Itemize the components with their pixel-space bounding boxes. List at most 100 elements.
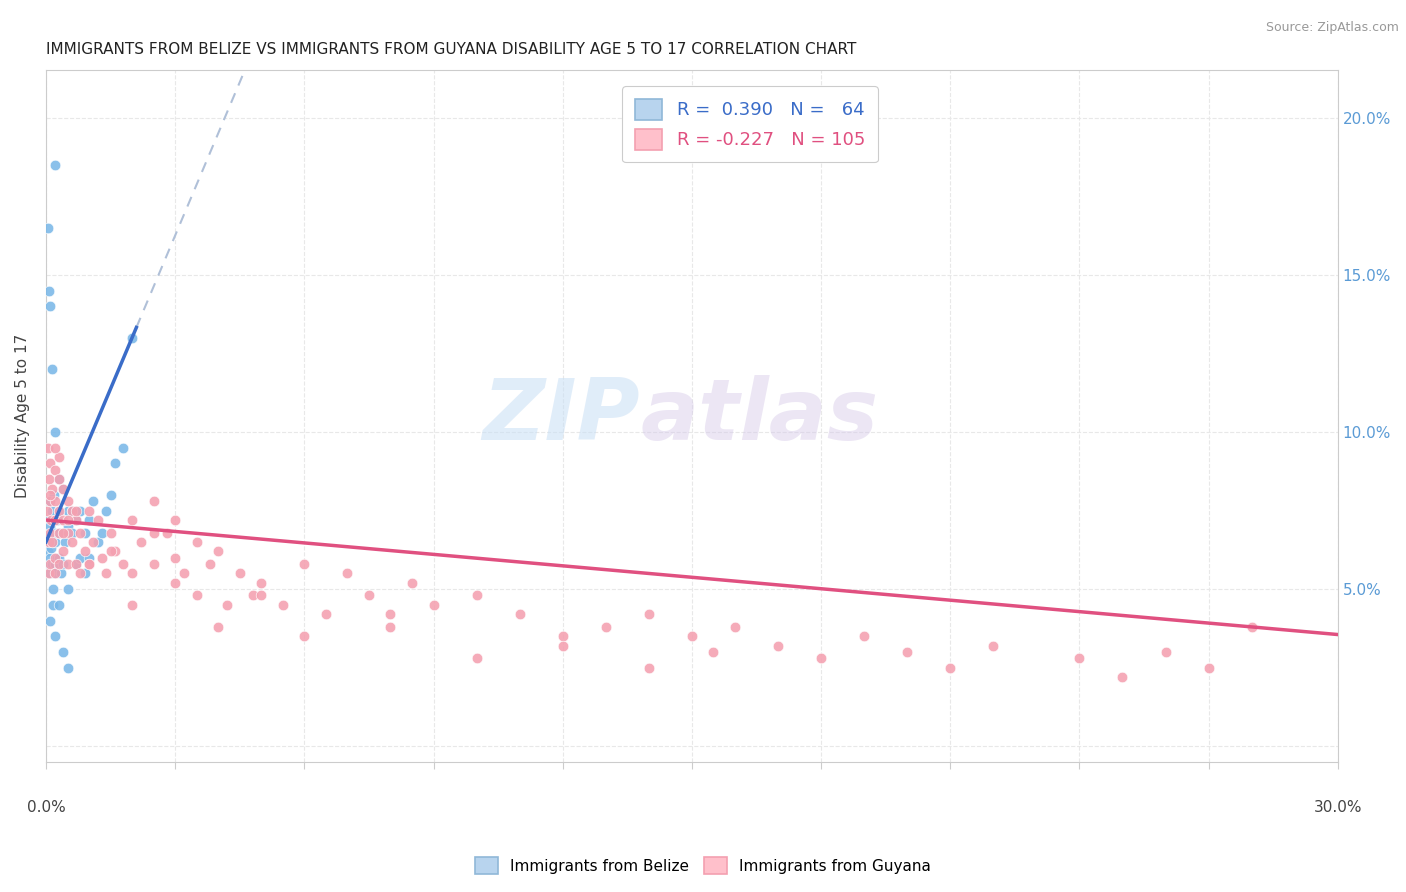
Point (91, 550, 114, 565)
Point (91, 525, 114, 540)
Point (48, 503, 70, 517)
Point (38, 566, 60, 581)
Point (165, 550, 187, 565)
Point (39, 494, 62, 508)
Point (44, 525, 66, 540)
Point (60, 503, 83, 517)
Point (215, 598, 238, 612)
Point (52, 525, 75, 540)
Point (37, 220, 59, 235)
Text: atlas: atlas (640, 375, 879, 458)
Point (1198, 661, 1220, 675)
Point (129, 535, 152, 549)
Point (465, 651, 488, 665)
Point (38, 566, 60, 581)
Point (77, 557, 100, 571)
Point (56, 494, 79, 508)
Point (41, 535, 63, 549)
Point (44, 566, 66, 581)
Point (41, 535, 63, 549)
Point (44, 158, 66, 172)
Point (56, 582, 79, 597)
Point (39, 488, 62, 502)
Point (37, 503, 59, 517)
Point (100, 488, 122, 502)
Point (595, 620, 617, 634)
Point (207, 620, 229, 634)
Point (100, 544, 122, 558)
Point (48, 525, 70, 540)
Point (56, 513, 79, 527)
Point (380, 620, 402, 634)
Point (52, 645, 75, 659)
Point (198, 557, 221, 571)
Point (39, 525, 62, 540)
Point (38, 513, 60, 527)
Point (77, 557, 100, 571)
Point (100, 525, 122, 540)
Point (37, 441, 59, 455)
Point (52, 482, 75, 496)
Point (48, 550, 70, 565)
Point (896, 645, 918, 659)
Point (422, 598, 444, 612)
Point (250, 589, 273, 603)
Text: IMMIGRANTS FROM BELIZE VS IMMIGRANTS FROM GUYANA DISABILITY AGE 5 TO 17 CORRELAT: IMMIGRANTS FROM BELIZE VS IMMIGRANTS FRO… (46, 42, 856, 57)
Point (250, 575, 273, 590)
Point (96, 566, 118, 581)
Point (315, 607, 337, 622)
Point (56, 519, 79, 533)
Point (44, 535, 66, 549)
Point (73, 566, 96, 581)
Point (112, 441, 135, 455)
Point (38, 535, 60, 549)
Point (292, 629, 315, 643)
Point (142, 557, 165, 571)
Point (65, 503, 87, 517)
Point (939, 661, 962, 675)
Point (380, 607, 402, 622)
Point (86, 535, 108, 549)
Text: 30.0%: 30.0% (1313, 800, 1362, 814)
Point (39, 614, 62, 628)
Point (48, 525, 70, 540)
Point (65, 513, 87, 527)
Point (39, 557, 62, 571)
Point (60, 535, 83, 549)
Point (73, 525, 96, 540)
Point (39, 550, 62, 565)
Point (121, 598, 143, 612)
Point (104, 544, 127, 558)
Point (37, 544, 59, 558)
Point (44, 463, 66, 477)
Text: 0.0%: 0.0% (27, 800, 65, 814)
Point (121, 331, 143, 345)
Point (48, 472, 70, 486)
Point (702, 645, 724, 659)
Point (1154, 645, 1177, 659)
Point (104, 457, 127, 471)
Point (465, 589, 488, 603)
Point (44, 425, 66, 439)
Point (77, 550, 100, 565)
Point (38, 284, 60, 298)
Point (39, 299, 62, 313)
Point (86, 513, 108, 527)
Point (56, 525, 79, 540)
Point (44, 441, 66, 455)
Point (142, 525, 165, 540)
Point (42, 488, 65, 502)
Point (52, 544, 75, 558)
Point (551, 629, 574, 643)
Point (242, 589, 264, 603)
Point (77, 513, 100, 527)
Point (121, 513, 143, 527)
Point (724, 620, 747, 634)
Point (637, 661, 659, 675)
Point (69, 503, 91, 517)
Point (69, 550, 91, 565)
Point (1111, 670, 1133, 684)
Point (1069, 651, 1091, 665)
Point (45, 550, 67, 565)
Point (48, 598, 70, 612)
